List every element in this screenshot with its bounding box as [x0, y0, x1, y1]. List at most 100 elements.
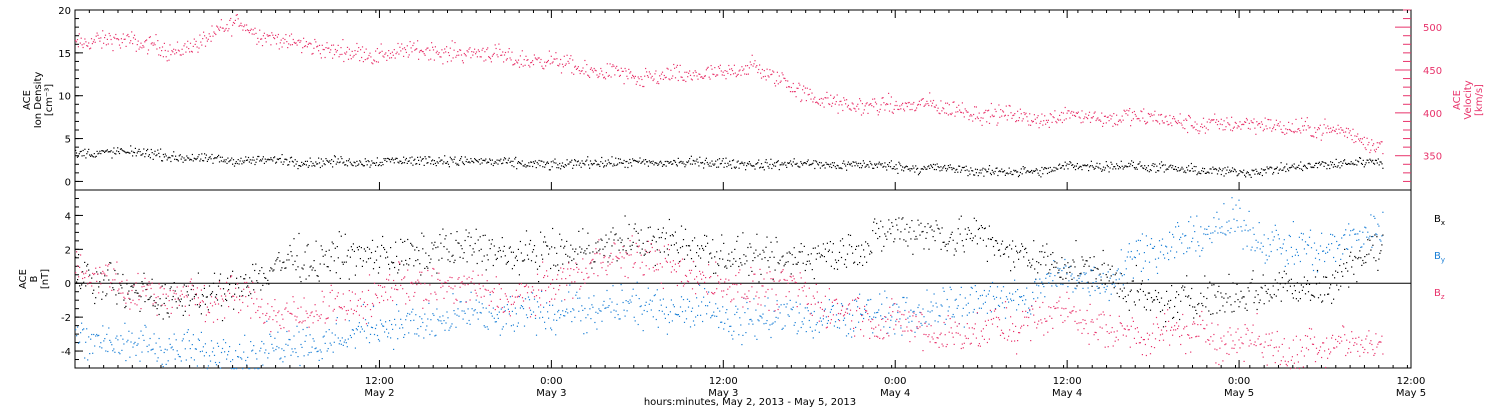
velocity-series-dot — [1111, 115, 1113, 117]
velocity-series-dot — [804, 87, 806, 89]
bx-series-dot — [493, 245, 495, 247]
bx-series-dot — [388, 263, 390, 265]
by-series-dot — [252, 349, 254, 351]
density-series-dot — [717, 159, 719, 161]
density-series-dot — [1147, 165, 1149, 167]
bx-series-dot — [1218, 285, 1220, 287]
density-series-dot — [412, 164, 414, 166]
density-series-dot — [1102, 169, 1104, 171]
density-series-dot — [93, 153, 95, 155]
density-series-dot — [1180, 168, 1182, 170]
velocity-series-dot — [1123, 109, 1125, 111]
velocity-series-dot — [860, 114, 863, 116]
bx-series-dot — [1018, 258, 1020, 260]
velocity-series-dot — [1035, 122, 1037, 124]
density-series-dot — [665, 165, 667, 167]
velocity-series-dot — [76, 39, 79, 41]
density-series-dot — [115, 153, 117, 155]
velocity-series-dot — [260, 38, 262, 40]
by-series-dot — [607, 306, 609, 308]
velocity-series-dot — [330, 49, 332, 51]
by-series-dot — [162, 366, 164, 368]
velocity-series-dot — [685, 80, 687, 83]
bx-series-dot — [609, 255, 611, 257]
density-series-dot — [121, 149, 123, 151]
velocity-series-dot — [1179, 113, 1181, 115]
velocity-series-dot — [887, 103, 889, 105]
velocity-series-dot — [982, 117, 984, 119]
density-series-dot — [950, 167, 952, 169]
density-series-dot — [140, 154, 142, 156]
density-series-dot — [332, 160, 335, 162]
bx-series-dot — [1115, 272, 1117, 274]
bx-series-dot — [1151, 301, 1154, 303]
velocity-series-dot — [672, 75, 674, 77]
by-series-dot — [867, 299, 869, 301]
bx-series-dot — [1250, 282, 1252, 284]
velocity-series-dot — [1030, 124, 1032, 126]
velocity-series-dot — [107, 43, 109, 45]
bx-series-dot — [1360, 257, 1362, 259]
by-series-dot — [432, 313, 434, 315]
density-series-dot — [1247, 172, 1249, 174]
velocity-series-dot — [543, 68, 545, 70]
velocity-series-dot — [1288, 121, 1290, 123]
velocity-series-dot — [1374, 151, 1377, 153]
bx-series-dot — [200, 313, 202, 315]
density-series-dot — [925, 168, 927, 170]
density-series-dot — [283, 161, 285, 163]
velocity-series-dot — [880, 104, 882, 106]
bx-series-dot — [436, 272, 438, 274]
by-series-dot — [685, 318, 688, 320]
bx-series-dot — [820, 254, 822, 256]
density-series-dot — [456, 164, 458, 166]
velocity-series-dot — [383, 56, 385, 58]
velocity-series-dot — [1101, 112, 1103, 114]
bx-series-dot — [532, 249, 535, 251]
velocity-series-dot — [707, 66, 709, 68]
bx-series-dot — [422, 248, 424, 250]
velocity-series-dot — [172, 51, 174, 53]
velocity-series-dot — [1373, 143, 1375, 145]
by-series-dot — [795, 301, 797, 303]
by-series-dot — [135, 354, 137, 356]
density-series-dot — [711, 160, 713, 162]
velocity-series-dot — [621, 70, 623, 72]
velocity-series-dot — [532, 64, 535, 66]
density-series-dot — [1269, 166, 1271, 168]
velocity-series-dot — [1100, 120, 1102, 122]
velocity-series-dot — [195, 40, 197, 42]
density-series-dot — [831, 166, 833, 169]
velocity-series-dot — [437, 53, 439, 55]
bx-series-dot — [279, 260, 281, 262]
density-series-dot — [330, 163, 332, 165]
velocity-series-dot — [1307, 125, 1309, 127]
velocity-series-dot — [503, 54, 506, 56]
bx-series-dot — [943, 241, 945, 243]
velocity-series-dot — [462, 62, 464, 64]
density-series-dot — [1187, 169, 1189, 171]
velocity-series-dot — [386, 59, 388, 61]
by-series-dot — [295, 351, 297, 354]
bx-series-dot — [552, 227, 554, 230]
by-series-dot — [603, 300, 605, 302]
density-series-dot — [570, 161, 572, 163]
density-series-dot — [80, 150, 82, 152]
bx-series-dot — [1276, 282, 1278, 284]
bx-series-dot — [919, 234, 921, 236]
bx-series-dot — [141, 281, 143, 283]
velocity-series-dot — [850, 109, 852, 111]
by-series-dot — [311, 346, 313, 348]
velocity-series-dot — [949, 113, 951, 115]
density-series-dot — [1357, 160, 1359, 162]
velocity-series-dot — [287, 47, 289, 49]
by-series-dot — [364, 319, 367, 321]
bx-series-dot — [767, 260, 769, 262]
bx-series-dot — [629, 245, 631, 247]
bx-series-dot — [808, 260, 810, 262]
velocity-series-dot — [460, 54, 463, 56]
bx-series-dot — [929, 226, 931, 228]
bx-series-dot — [472, 248, 474, 250]
by-series-dot — [733, 330, 735, 332]
by-series-dot — [793, 324, 795, 326]
